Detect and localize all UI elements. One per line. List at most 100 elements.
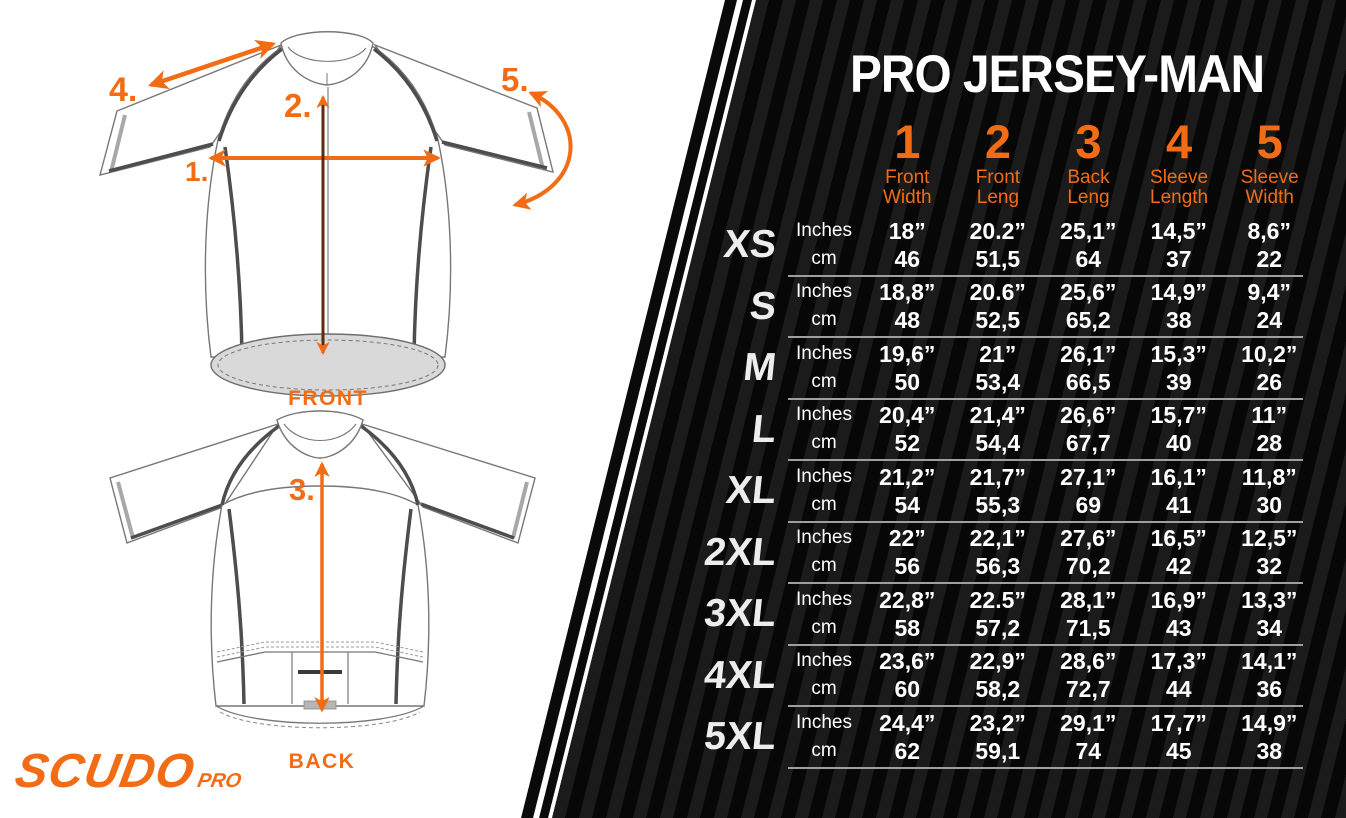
cm-value: 54 (894, 491, 921, 518)
measure-column-label: Sleeve Length (1134, 168, 1225, 208)
inches-value: 21,2” (879, 463, 936, 490)
measurement-cell: 22,1” 56,3 (953, 522, 1044, 584)
inches-value: 11” (1251, 402, 1288, 429)
table-row: 4XL Inches cm 23,6” 60 22,9” 58,2 28,6” 72,7 17,3… (640, 645, 1315, 707)
inches-value: 25,1” (1060, 217, 1117, 244)
inches-value: 8,6” (1247, 217, 1291, 244)
measurement-cell: 9,4” 24 (1224, 276, 1315, 338)
cm-value: 30 (1256, 491, 1283, 518)
cm-value: 52 (894, 430, 921, 457)
measurement-cell: 25,6” 65,2 (1043, 276, 1134, 338)
unit-cm-label: cm (811, 616, 837, 638)
measurement-cell: 20,4” 52 (862, 399, 953, 461)
measure-column-label: Front Leng (953, 168, 1044, 208)
measure-column-number: 4 (1166, 115, 1193, 168)
measurement-cell: 11” 28 (1224, 399, 1315, 461)
inches-value: 21” (979, 340, 1017, 367)
measurement-cell: 17,3” 44 (1134, 645, 1225, 707)
cm-value: 53,4 (975, 368, 1021, 395)
unit-cm-label: cm (811, 309, 837, 331)
cm-value: 71,5 (1065, 614, 1111, 641)
table-row: 3XL Inches cm 22,8” 58 22.5” 57,2 28,1” 71,5 16,9… (640, 583, 1315, 646)
measure-column-header: 2 Front Leng (953, 116, 1044, 208)
measurement-cell: 21” 53,4 (953, 337, 1044, 399)
cm-value: 59,1 (975, 737, 1021, 764)
inches-value: 16,9” (1150, 586, 1207, 613)
cm-value: 54,4 (975, 430, 1021, 457)
measure-arrow-4-sleeve-length (147, 39, 277, 90)
unit-inches-label: Inches (796, 465, 852, 487)
cm-value: 28 (1256, 430, 1283, 457)
measurement-cell: 28,1” 71,5 (1043, 583, 1134, 645)
measurement-cell: 20.6” 52,5 (953, 276, 1044, 338)
cm-value: 72,7 (1065, 676, 1111, 703)
row-divider (788, 705, 1303, 707)
unit-labels: Inches cm (786, 214, 862, 276)
table-row: XL Inches cm 21,2” 54 21,7” 55,3 27,1” 69 16,1” 41… (640, 460, 1315, 523)
inches-value: 9,4” (1247, 279, 1291, 306)
cm-value: 24 (1256, 307, 1283, 334)
cm-value: 37 (1165, 245, 1192, 272)
cm-value: 52,5 (975, 307, 1021, 334)
measurement-cell: 25,1” 64 (1043, 214, 1134, 276)
inches-value: 20.2” (969, 217, 1026, 244)
inches-value: 11,8” (1241, 463, 1297, 490)
inches-value: 21,7” (969, 463, 1026, 490)
row-divider (788, 766, 1303, 769)
measure-column-label-line: Sleeve (1240, 167, 1299, 188)
cm-value: 32 (1256, 553, 1283, 580)
measurement-cell: 14,5” 37 (1134, 214, 1225, 276)
measure-column-label: Back Leng (1043, 168, 1134, 208)
cm-value: 60 (894, 676, 921, 703)
inches-value: 17,7” (1150, 709, 1207, 736)
cm-value: 70,2 (1065, 553, 1111, 580)
measurement-cell: 16,5” 42 (1134, 522, 1225, 584)
measurement-cell: 18,8” 48 (862, 276, 953, 338)
chart-title: PRO JERSEY-MAN (850, 45, 1265, 104)
size-label: XS (721, 222, 779, 266)
inches-value: 16,5” (1150, 525, 1207, 552)
measurement-cell: 15,3” 39 (1134, 337, 1225, 399)
measurement-cell: 11,8” 30 (1224, 460, 1315, 522)
back-right-raglan-seam (359, 424, 420, 506)
unit-labels: Inches cm (786, 706, 862, 768)
inches-value: 22” (888, 525, 926, 552)
front-neckline (287, 46, 367, 62)
inches-value: 23,2” (969, 709, 1026, 736)
cm-value: 51,5 (975, 245, 1021, 272)
unit-cm-label: cm (811, 432, 837, 454)
size-label: L (749, 407, 779, 451)
measurement-cell: 23,6” 60 (862, 645, 953, 707)
back-right-sleeve (360, 422, 536, 544)
size-label: 4XL (702, 653, 779, 697)
inches-value: 16,1” (1150, 463, 1207, 490)
measure-column-header: 3 Back Leng (1043, 116, 1134, 208)
measure-column-number: 5 (1256, 115, 1283, 168)
measurement-cell: 14,1” 36 (1224, 645, 1315, 707)
measurement-cell: 17,7” 45 (1134, 706, 1225, 768)
measurement-cell: 16,1” 41 (1134, 460, 1225, 522)
measurement-cell: 14,9” 38 (1224, 706, 1315, 768)
front-right-panel-seam (412, 146, 433, 356)
measurement-cell: 27,6” 70,2 (1043, 522, 1134, 584)
measurement-cell: 10,2” 26 (1224, 337, 1315, 399)
inches-value: 18” (888, 217, 926, 244)
table-row: 5XL Inches cm 24,4” 62 23,2” 59,1 29,1” 74 17,7” 4… (640, 706, 1315, 769)
measure-column-label: Sleeve Width (1224, 168, 1315, 208)
cm-value: 46 (894, 245, 921, 272)
unit-cm-label: cm (811, 678, 837, 700)
table-row: 2XL Inches cm 22” 56 22,1” 56,3 27,6” 70,2 16,5” 4… (640, 522, 1315, 584)
measure-column-label-line: Front (975, 167, 1021, 188)
table-row: XS Inches cm 18” 46 20.2” 51,5 25,1” 64 14,5” 37 8,… (640, 214, 1315, 277)
unit-inches-label: Inches (796, 404, 852, 426)
row-divider (788, 643, 1303, 646)
inches-value: 26,6” (1060, 402, 1117, 429)
left-cuff-stripe (109, 114, 127, 173)
measure-label-3: 3. (289, 472, 315, 507)
inches-value: 14,9” (1150, 279, 1207, 306)
back-left-raglan-seam (220, 424, 281, 506)
unit-inches-label: Inches (796, 281, 852, 303)
inches-value: 23,6” (879, 648, 936, 675)
front-caption: FRONT (288, 387, 368, 410)
